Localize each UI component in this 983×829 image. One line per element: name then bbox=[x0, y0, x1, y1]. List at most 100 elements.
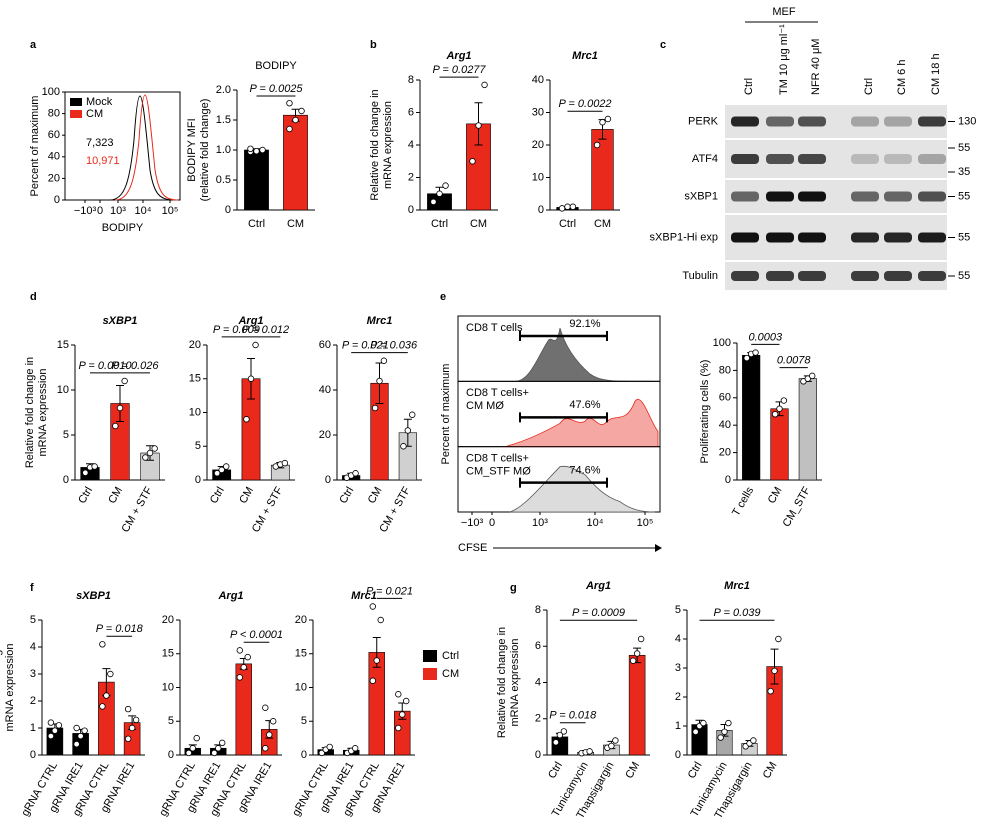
data-point bbox=[404, 427, 412, 434]
chart-title: Mrc1 bbox=[367, 315, 393, 327]
y-tick-label: 20 bbox=[162, 614, 174, 626]
histogram bbox=[514, 327, 651, 382]
chart-title: sXBP1 bbox=[76, 590, 111, 602]
panel-letter: g bbox=[510, 582, 517, 594]
data-point bbox=[725, 719, 732, 727]
data-point bbox=[55, 722, 63, 729]
y-tick-label: 40 bbox=[48, 151, 60, 163]
arrow-head bbox=[655, 544, 662, 552]
blot-band bbox=[918, 232, 946, 243]
x-tick-label: −10³ bbox=[74, 205, 97, 217]
blot-band bbox=[918, 154, 946, 164]
blot-band bbox=[766, 232, 794, 243]
bar bbox=[368, 652, 385, 756]
blot-header: MEF bbox=[772, 6, 796, 18]
y-tick-label: 6 bbox=[408, 106, 414, 118]
data-point bbox=[103, 692, 110, 699]
p-value: 0.0078 bbox=[777, 355, 812, 367]
y-tick-label: 60 bbox=[719, 392, 731, 404]
data-point bbox=[717, 734, 724, 741]
y-tick-label: 15 bbox=[295, 648, 307, 660]
error-bar bbox=[770, 648, 779, 685]
y-tick-label: 8 bbox=[408, 74, 414, 86]
y-tick-label: 2 bbox=[408, 171, 414, 183]
data-point bbox=[380, 357, 388, 364]
data-point bbox=[292, 116, 299, 124]
histogram bbox=[504, 398, 659, 448]
y-tick-label: 10 bbox=[57, 384, 69, 396]
panel-letter: a bbox=[30, 39, 37, 51]
y-tick-label: 10 bbox=[532, 171, 544, 183]
x-tick-label: T cells bbox=[730, 485, 756, 519]
data-point bbox=[77, 732, 84, 740]
data-point bbox=[219, 739, 226, 747]
data-point bbox=[124, 735, 132, 742]
data-point bbox=[809, 372, 816, 380]
y-tick-label: 20 bbox=[319, 429, 331, 441]
row-label: CM_STF MØ bbox=[466, 466, 531, 478]
x-tick-label: Ctrl bbox=[686, 760, 705, 781]
x-tick-label: CM_STF bbox=[781, 485, 814, 529]
data-point bbox=[743, 354, 750, 362]
row-label: CD8 T cells+ bbox=[466, 453, 529, 465]
data-point bbox=[771, 667, 778, 675]
row-label: CD8 T cells bbox=[466, 322, 523, 334]
data-point bbox=[91, 463, 98, 470]
data-point bbox=[469, 158, 476, 165]
blot-band bbox=[731, 232, 759, 243]
y-tick-label: 1.5 bbox=[216, 114, 231, 126]
data-point bbox=[116, 404, 124, 412]
p-value: P = 0.018 bbox=[549, 710, 597, 722]
data-point bbox=[608, 742, 615, 750]
data-point bbox=[286, 99, 293, 107]
x-tick-label: 10⁵ bbox=[637, 517, 654, 529]
chart-title: Arg1 bbox=[217, 590, 243, 602]
blot-band bbox=[884, 191, 912, 202]
y-tick-label: 40 bbox=[319, 384, 331, 396]
x-tick-label: Ctrl bbox=[559, 218, 576, 230]
blot-band bbox=[851, 232, 879, 243]
y-tick-label: 3 bbox=[30, 668, 36, 680]
x-tick-label: 0 bbox=[97, 205, 103, 217]
data-point bbox=[81, 727, 88, 734]
data-point bbox=[586, 748, 593, 755]
blot-band bbox=[731, 191, 759, 202]
data-point bbox=[218, 466, 225, 474]
data-point bbox=[211, 749, 218, 757]
y-tick-label: 5 bbox=[63, 429, 69, 441]
y-tick-label: 1 bbox=[30, 722, 36, 734]
data-point bbox=[240, 664, 247, 671]
blot-band bbox=[884, 271, 912, 281]
panel-letter: f bbox=[30, 582, 34, 594]
data-point bbox=[599, 119, 606, 126]
legend-swatch bbox=[70, 98, 82, 106]
data-point bbox=[369, 677, 376, 684]
data-point bbox=[298, 107, 305, 115]
y-axis-label: Relative fold change in bbox=[24, 357, 36, 468]
blot-band bbox=[798, 191, 826, 202]
y-axis-label: mRNA expression bbox=[509, 638, 521, 726]
data-point bbox=[369, 603, 376, 610]
y-tick-label: 0 bbox=[535, 749, 541, 761]
blot-band bbox=[798, 116, 826, 127]
mfi-label: 10,971 bbox=[86, 155, 120, 167]
chart-title: Mrc1 bbox=[351, 590, 377, 602]
y-tick-label: 0.5 bbox=[216, 174, 231, 186]
data-point bbox=[371, 404, 379, 412]
p-value: P = 0.0025 bbox=[249, 83, 303, 95]
data-point bbox=[121, 377, 128, 385]
legend-label: Ctrl bbox=[442, 650, 459, 662]
data-point bbox=[552, 739, 560, 746]
y-tick-label: 0 bbox=[225, 204, 231, 216]
blot-band bbox=[851, 154, 879, 164]
gate-label: 47.6% bbox=[569, 399, 600, 411]
y-tick-label: 0 bbox=[675, 749, 681, 761]
blot-band bbox=[798, 154, 826, 164]
y-tick-label: 2 bbox=[535, 713, 541, 725]
y-tick-label: 4 bbox=[675, 633, 681, 645]
chart-title: Mrc1 bbox=[572, 50, 598, 62]
y-tick-label: 6 bbox=[535, 640, 541, 652]
x-axis-label: CFSE bbox=[458, 542, 487, 554]
p-value: P = 0.0022 bbox=[558, 98, 611, 110]
bar bbox=[283, 114, 308, 211]
